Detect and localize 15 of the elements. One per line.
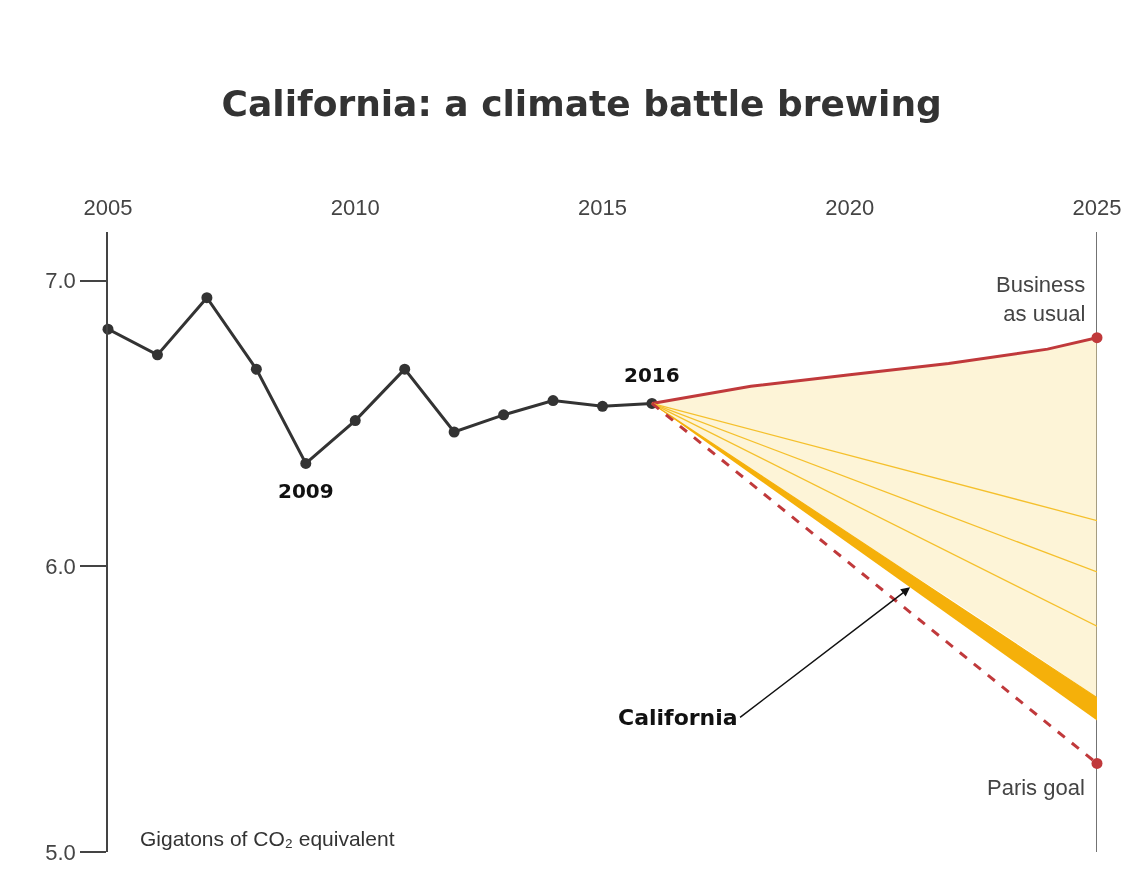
annotation: 2016: [624, 363, 680, 387]
x-tick-label: 2025: [1072, 194, 1122, 220]
x-tick-label: 2015: [578, 194, 627, 220]
series-label: Paris goal: [987, 775, 1085, 800]
annotation: 2009: [278, 479, 334, 503]
series-label: Business as usual: [996, 272, 1086, 326]
x-tick-label: 2020: [825, 194, 875, 220]
y-axis-title: Gigatons of CO₂ equivalent: [140, 827, 395, 850]
y-tick-label: 7.0: [45, 268, 76, 294]
text: California: [618, 705, 738, 730]
x-tick-label: 2005: [83, 194, 133, 220]
y-tick-label: 6.0: [45, 553, 76, 579]
x-tick-label: 2010: [330, 194, 380, 220]
chart-title: California: a climate battle brewing: [221, 82, 942, 124]
y-tick-label: 5.0: [45, 839, 76, 865]
